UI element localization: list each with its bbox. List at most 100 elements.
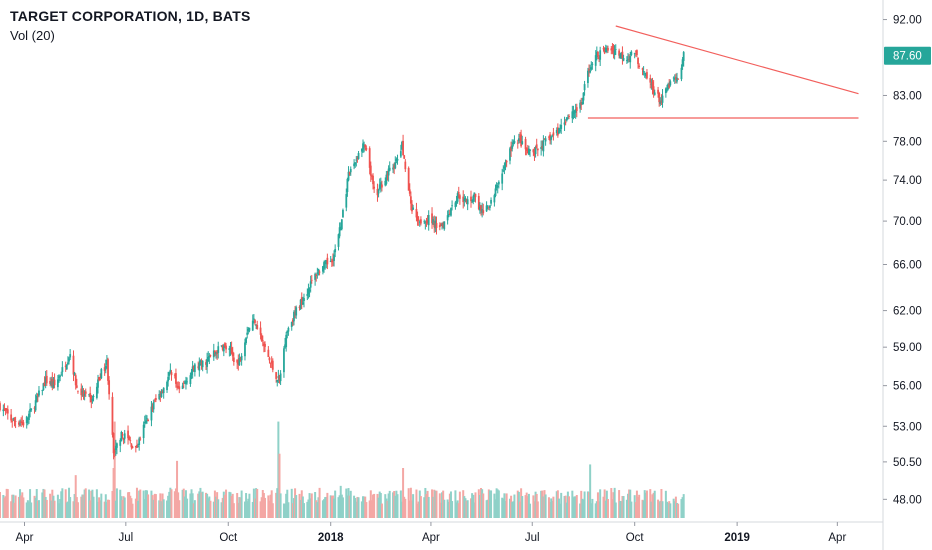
volume-bar	[113, 421, 116, 518]
volume-bar	[435, 490, 438, 518]
volume-bar	[433, 489, 436, 518]
volume-bar	[72, 501, 75, 518]
candle-body	[346, 178, 349, 192]
volume-bar	[76, 502, 79, 518]
candle-body	[438, 225, 441, 228]
volume-bar	[105, 502, 108, 518]
candle-body	[566, 117, 569, 119]
volume-bar	[259, 501, 262, 518]
candle-body	[127, 430, 129, 439]
volume-bar	[385, 498, 388, 518]
candle-body	[411, 203, 413, 212]
volume-bar	[432, 496, 435, 518]
volume-bar	[384, 494, 387, 518]
candle-body	[340, 219, 343, 230]
candle-body	[611, 47, 614, 49]
candle-body	[112, 433, 115, 454]
candle-body	[599, 50, 602, 60]
volume-bar	[318, 487, 321, 518]
candle-body	[44, 377, 47, 384]
candle-body	[146, 418, 148, 420]
volume-bar	[151, 495, 154, 518]
volume-bar	[604, 500, 607, 518]
volume-bar	[209, 500, 212, 518]
time-axis[interactable]: Apr Jul Oct 2018 Apr Jul Oct 2019 Apr	[0, 521, 883, 544]
x-tick-label: Jul	[525, 532, 540, 544]
volume-bar	[612, 492, 615, 518]
candle-body	[373, 186, 376, 189]
candle-body	[212, 350, 215, 358]
candle-body	[572, 111, 575, 115]
volume-bar	[323, 499, 326, 518]
volume-bar	[282, 503, 285, 518]
trendlines[interactable]	[587, 25, 859, 119]
candle-body	[19, 423, 21, 425]
volume-bar	[271, 503, 274, 518]
candle-body	[481, 209, 484, 213]
volume-bar	[2, 494, 5, 518]
volume-bar	[365, 502, 368, 518]
trendline-descending-resistance[interactable]	[615, 25, 859, 95]
volume-bar	[376, 493, 379, 518]
volume-bar	[618, 490, 621, 518]
candle-body	[371, 176, 373, 177]
candle-body	[668, 83, 671, 88]
volume-bar	[575, 495, 578, 518]
volume-bar	[438, 493, 441, 518]
volume-bar	[605, 490, 608, 518]
volume-bar	[645, 490, 648, 518]
volume-bar	[625, 499, 628, 518]
volume-bar	[306, 501, 309, 518]
candle-body	[189, 375, 192, 384]
volume-bar	[657, 499, 660, 518]
candle-body	[90, 395, 93, 403]
volume-bar	[103, 501, 106, 518]
candle-body	[435, 222, 438, 228]
candle-body	[158, 393, 161, 400]
price-axis[interactable]: 92.00 83.00 78.00 74.00 70.00 66.00 62.00 59.00…	[882, 0, 922, 550]
candle-body	[377, 189, 380, 194]
volume-bar	[543, 490, 546, 518]
candle-body	[339, 226, 342, 231]
candle-body	[77, 390, 79, 392]
volume-bar	[573, 496, 576, 518]
volume-bar	[153, 493, 156, 518]
candle-body	[88, 394, 90, 396]
volume-indicator-label[interactable]: Vol (20)	[10, 28, 55, 43]
volume-bar	[238, 497, 241, 518]
volume-bar	[504, 500, 507, 518]
candle-body	[396, 158, 399, 161]
volume-bar	[204, 492, 207, 518]
volume-bar	[270, 490, 273, 518]
candle-body	[417, 219, 420, 221]
candle-body	[45, 375, 48, 384]
candle-body	[605, 48, 608, 50]
volume-bar	[58, 503, 61, 518]
candle-body	[680, 67, 683, 80]
volume-bar	[606, 499, 609, 518]
volume-bar	[137, 500, 140, 518]
volume-bar	[502, 498, 505, 518]
candle-body	[82, 391, 85, 397]
candle-body	[676, 77, 678, 82]
volume-bar	[220, 502, 223, 518]
volume-bar	[42, 488, 45, 518]
x-tick-label: Jul	[118, 532, 133, 544]
candle-body	[543, 138, 546, 140]
candle-body	[610, 48, 613, 51]
candle-body	[151, 406, 154, 410]
candle-body	[216, 350, 219, 354]
volume-bar	[581, 498, 584, 518]
volume-bar	[68, 487, 71, 518]
candle-body	[402, 140, 404, 156]
candle-body	[278, 375, 281, 382]
candle-body	[100, 369, 103, 379]
candle-body	[552, 132, 555, 136]
volume-bar	[228, 491, 231, 518]
candle-body	[294, 312, 296, 314]
candle-body	[342, 209, 344, 218]
candle-body	[363, 144, 366, 147]
candle-body	[57, 379, 59, 388]
candle-body	[256, 324, 259, 329]
